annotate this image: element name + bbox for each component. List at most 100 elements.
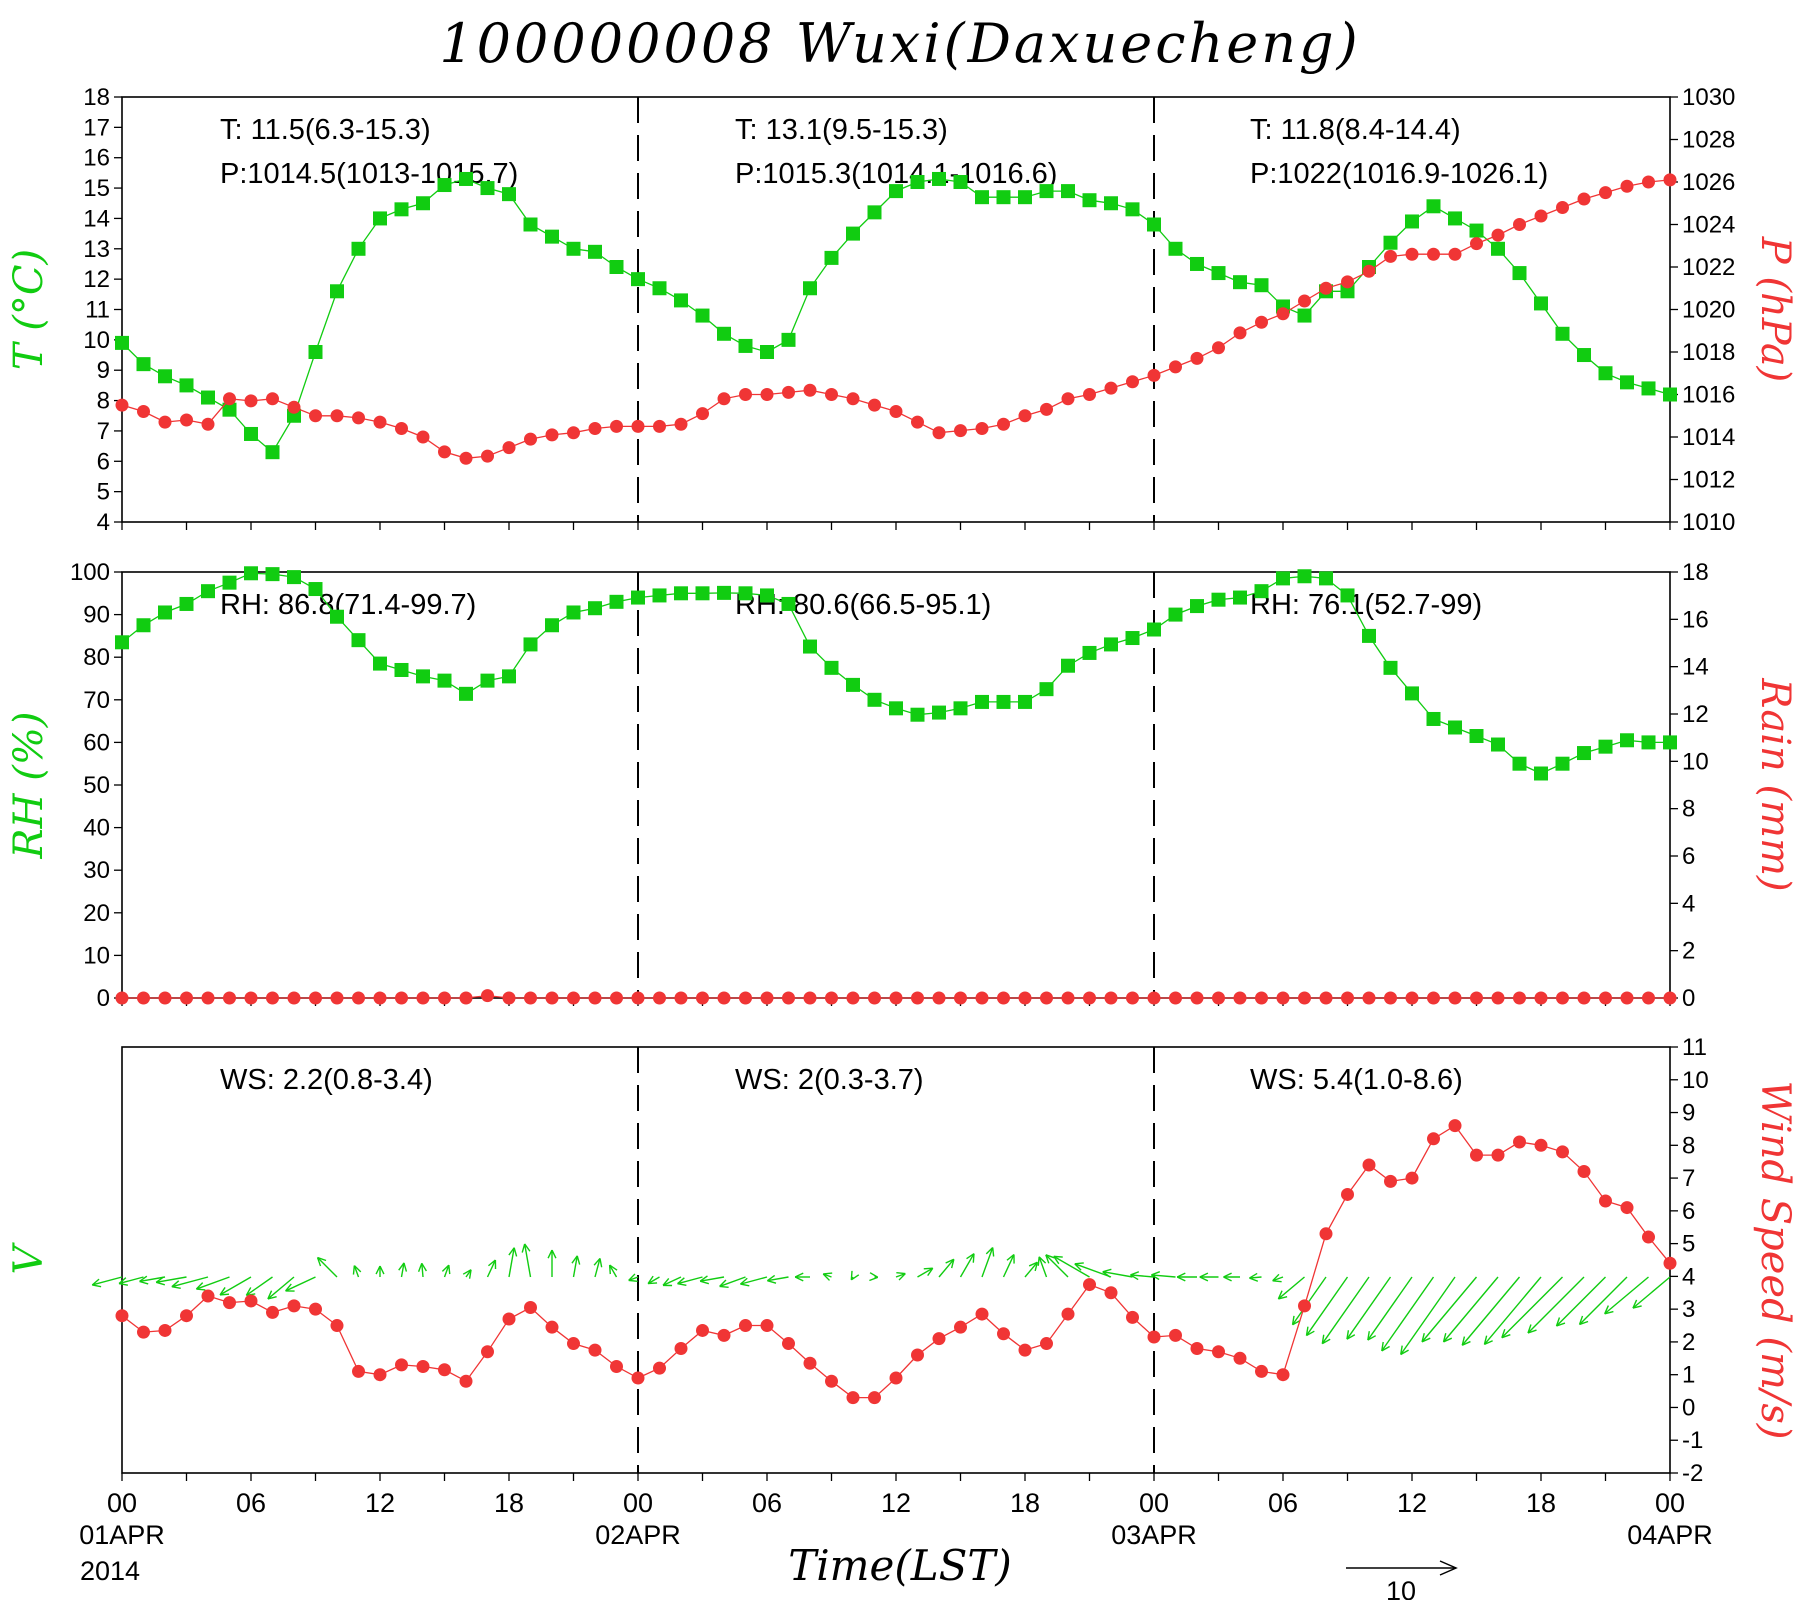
data-point (1147, 368, 1161, 382)
data-point (1341, 275, 1354, 289)
data-point (932, 426, 946, 440)
wind-arrow-head (219, 1293, 230, 1296)
data-point (1620, 179, 1634, 193)
wind-arrow-head (599, 1258, 603, 1268)
wind-arrow (1130, 1271, 1155, 1281)
wind-arrow-shaft (1461, 1276, 1521, 1346)
wind-arrow-shaft (285, 1276, 316, 1292)
wind-arrow-head (966, 1253, 975, 1260)
data-point (1061, 392, 1075, 406)
data-point (954, 1320, 967, 1334)
wind-arrow-head (171, 1280, 180, 1288)
data-point (1298, 991, 1311, 1005)
stats-annotation: RH: 80.6(66.5-95.1) (735, 589, 991, 621)
data-point (567, 426, 580, 440)
stats-annotation: T: 11.5(6.3-15.3) (220, 114, 431, 146)
stats-annotation: WS: 2(0.3-3.7) (735, 1064, 924, 1096)
left-tick-label: 13 (83, 236, 110, 263)
data-point (1083, 1278, 1096, 1292)
data-point (1233, 590, 1247, 605)
data-point (760, 991, 774, 1005)
wind-arrow-shaft (1321, 1276, 1370, 1345)
wind-arrow-head (1461, 1336, 1466, 1346)
data-point (1039, 184, 1054, 199)
left-tick-label: 20 (83, 900, 110, 927)
data-point (1491, 1148, 1505, 1162)
wind-arrow (1381, 1276, 1435, 1352)
wind-arrow-shaft (1045, 1254, 1069, 1278)
data-point (782, 991, 795, 1005)
data-point (1470, 1148, 1483, 1162)
wind-arrow-head (1501, 1334, 1511, 1339)
data-point (1104, 381, 1118, 395)
wind-arrow-head (719, 1285, 729, 1289)
data-point (1083, 388, 1096, 401)
data-point (610, 419, 623, 433)
wind-arrow-head (379, 1265, 385, 1275)
wind-arrow (1346, 1276, 1392, 1340)
data-point (1319, 991, 1333, 1005)
data-point (760, 345, 774, 359)
data-point (1599, 991, 1612, 1005)
data-point (1555, 326, 1570, 341)
wind-arrow-shaft (1151, 1274, 1176, 1278)
wind-arrow-head (448, 1265, 451, 1275)
data-point (395, 422, 408, 435)
wind-arrow-head (521, 1243, 526, 1253)
data-point (1169, 1328, 1182, 1342)
data-point (975, 991, 989, 1005)
data-point (1125, 202, 1140, 217)
wind-arrow-head (850, 1270, 853, 1280)
data-point (395, 1358, 408, 1372)
data-point (1212, 341, 1225, 355)
wind-arrow-head (608, 1265, 611, 1275)
data-point (201, 390, 215, 405)
data-point (824, 250, 839, 265)
data-point (1642, 1230, 1655, 1244)
wind-arrow-head (513, 1247, 518, 1257)
data-point (1556, 201, 1569, 214)
wind-arrow-head (923, 1267, 933, 1270)
series-rh (115, 566, 1677, 781)
wind-arrow (699, 1275, 725, 1285)
data-point (889, 1371, 903, 1385)
right-tick-label: 2 (1682, 938, 1695, 965)
data-point (846, 392, 860, 406)
wind-arrow-shaft (1483, 1276, 1542, 1345)
data-point (115, 398, 129, 412)
data-point (803, 281, 817, 296)
wind-arrow-head (628, 1273, 636, 1281)
wind-arrow (417, 1262, 428, 1278)
data-point (803, 639, 817, 654)
wind-arrow-head (403, 1262, 408, 1272)
wind-arrow-head (576, 1255, 581, 1265)
year-label: 2014 (80, 1556, 140, 1586)
wind-arrow (981, 1247, 995, 1278)
data-point (1577, 192, 1591, 206)
data-point (889, 991, 903, 1005)
wind-arrow-shaft (1249, 1276, 1262, 1279)
data-point (674, 1341, 688, 1355)
wind-arrow (1053, 1255, 1090, 1278)
left-tick-label: 11 (85, 297, 110, 324)
data-point (244, 426, 258, 441)
series-t (115, 171, 1677, 460)
wind-arrow-shaft (1632, 1276, 1671, 1309)
data-point (674, 417, 688, 431)
data-point (1556, 991, 1569, 1005)
data-point (1104, 637, 1118, 652)
data-point (846, 1391, 860, 1405)
wind-arrow-head (699, 1275, 708, 1282)
data-point (1040, 991, 1053, 1005)
wind-arrow-shaft (628, 1276, 639, 1282)
x-tick-label: 06 (1268, 1488, 1298, 1518)
wind-arrow-head (1604, 1305, 1610, 1315)
wind-arrow-head (794, 1272, 804, 1278)
right-tick-label: 16 (1682, 606, 1709, 633)
data-point (975, 190, 989, 205)
right-tick-label: 4 (1682, 1263, 1695, 1290)
wind-arrow-shaft (523, 1243, 532, 1278)
data-point (695, 586, 710, 601)
data-point (1405, 247, 1419, 261)
data-point (545, 618, 559, 633)
